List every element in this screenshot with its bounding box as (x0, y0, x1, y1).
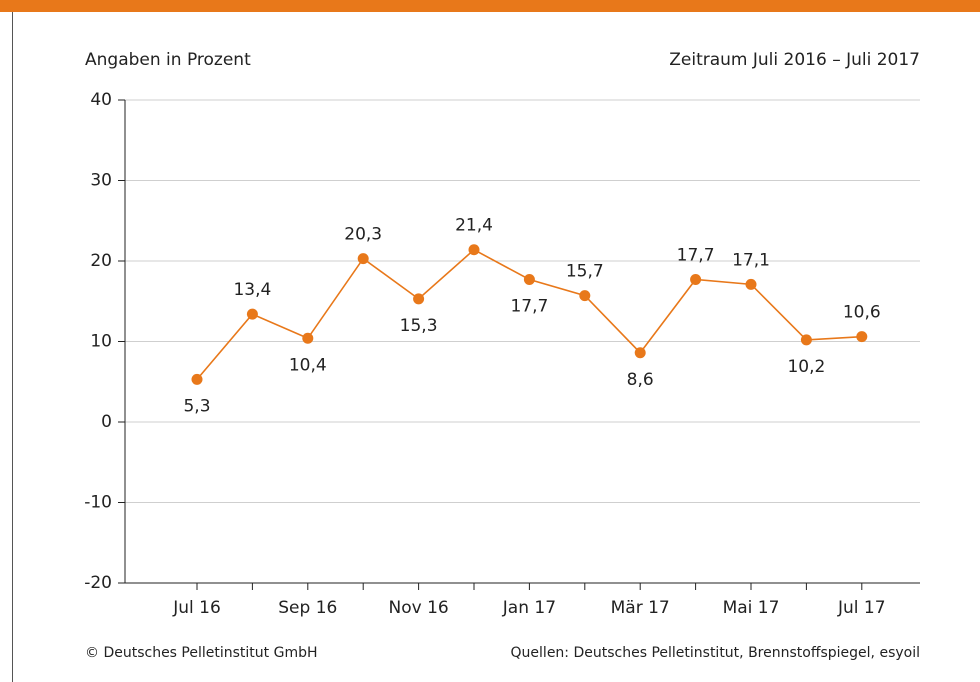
period: Zeitraum Juli 2016 – Juli 2017 (669, 50, 920, 70)
x-tick-label: Jul 16 (172, 598, 221, 618)
y-tick-label: 10 (90, 332, 112, 352)
x-tick-label: Jul 17 (837, 598, 886, 618)
point (468, 244, 480, 256)
point (246, 308, 258, 320)
point (856, 331, 868, 343)
top-bar (0, 0, 980, 12)
copyright: © Deutsches Pelletinstitut GmbH (85, 645, 318, 661)
y-tick-label: 20 (90, 251, 112, 271)
value-label: 8,6 (627, 370, 654, 390)
point (634, 347, 646, 359)
value-label: 10,6 (843, 303, 881, 323)
point (357, 253, 369, 265)
value-label: 10,2 (787, 357, 825, 377)
value-label: 13,4 (233, 280, 271, 300)
point (523, 274, 535, 286)
x-tick-label: Mär 17 (611, 598, 670, 618)
y-tick-label: 30 (90, 171, 112, 191)
value-label: 17,7 (677, 246, 715, 266)
value-label: 17,7 (510, 297, 548, 317)
point (579, 290, 591, 302)
point (302, 332, 314, 344)
value-label: 21,4 (455, 216, 493, 236)
x-tick-label: Mai 17 (723, 598, 780, 618)
x-tick-label: Jan 17 (502, 598, 556, 618)
point (413, 293, 425, 305)
value-label: 15,7 (566, 262, 604, 282)
y-tick-label: -10 (84, 493, 112, 513)
subtitle: Angaben in Prozent (85, 50, 251, 70)
point (191, 373, 203, 385)
y-tick-label: -20 (84, 573, 112, 593)
value-label: 5,3 (183, 396, 210, 416)
x-tick-label: Sep 16 (278, 598, 337, 618)
value-label: 20,3 (344, 225, 382, 245)
point (800, 334, 812, 346)
y-tick-label: 0 (101, 412, 112, 432)
x-tick-label: Nov 16 (388, 598, 448, 618)
point (690, 274, 702, 286)
value-label: 10,4 (289, 355, 327, 375)
value-label: 17,1 (732, 250, 770, 270)
value-label: 15,3 (400, 316, 438, 336)
point (745, 278, 757, 290)
y-tick-label: 40 (90, 90, 112, 110)
source: Quellen: Deutsches Pelletinstitut, Brenn… (511, 645, 920, 661)
